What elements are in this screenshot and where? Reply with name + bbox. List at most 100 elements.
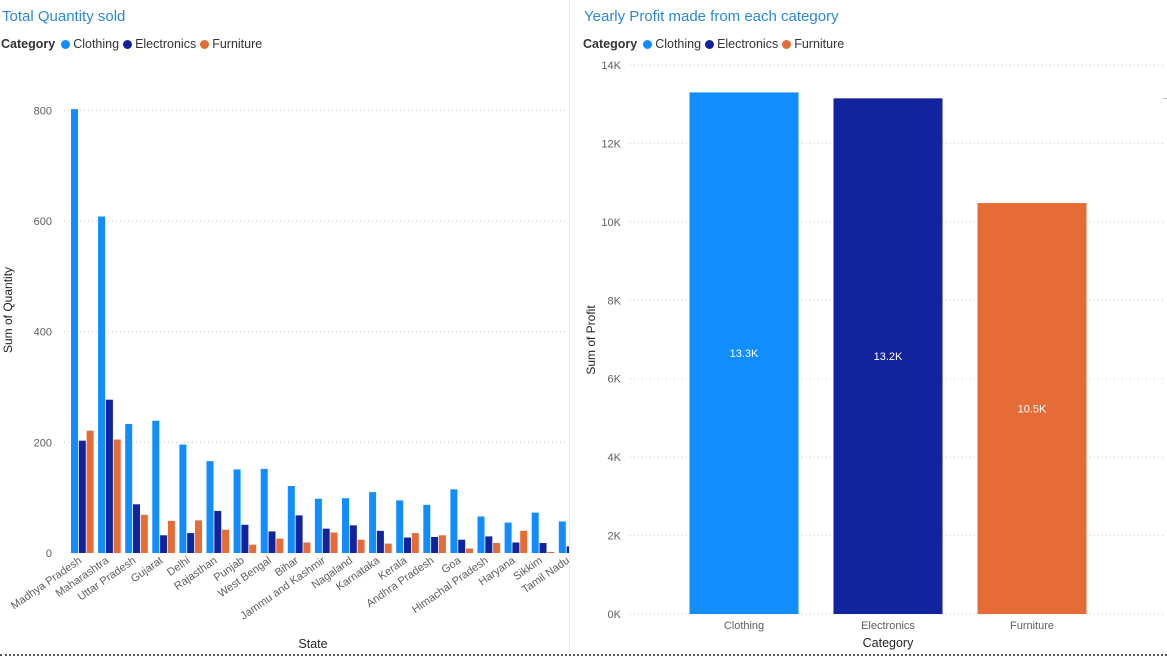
legend-item-furniture[interactable]: Furniture (782, 37, 844, 51)
legend-item-electronics[interactable]: Electronics (705, 37, 778, 51)
data-label: 13.2K (874, 351, 903, 363)
bar-clothing (450, 489, 458, 553)
bar-clothing (531, 512, 539, 553)
legend-marker (123, 39, 133, 49)
bar-furniture (330, 532, 338, 553)
legend-label: Clothing (655, 37, 702, 51)
bar-electronics (566, 546, 569, 553)
bar-clothing (287, 486, 295, 553)
y-axis-title: Sum of Quantity (1, 267, 15, 353)
y-tick-label: 4K (608, 452, 622, 464)
legend-marker (61, 39, 71, 49)
x-tick-label: Electronics (861, 620, 915, 632)
bar-clothing (125, 424, 133, 553)
bar-electronics (539, 543, 547, 553)
bar-furniture (167, 520, 175, 553)
bar-electronics (404, 537, 411, 553)
bar-clothing (504, 522, 512, 553)
bar-clothing (314, 498, 322, 553)
bar-furniture (303, 542, 311, 553)
legend-marker (782, 39, 792, 49)
bar-clothing (179, 444, 187, 553)
legend-item-clothing[interactable]: Clothing (61, 37, 119, 51)
x-tick-label: Clothing (724, 620, 764, 632)
y-tick-label: 0 (46, 548, 52, 560)
bar-clothing (260, 468, 268, 553)
legend-label: Furniture (794, 37, 845, 51)
bar-furniture (384, 543, 392, 553)
bar-clothing (152, 420, 160, 553)
y-tick-label: 6K (608, 374, 622, 386)
bar-clothing (423, 504, 431, 553)
y-axis-title: Sum of Profit (584, 305, 598, 375)
bar-electronics (431, 536, 439, 553)
bottom-divider (0, 654, 1167, 656)
bar-clothing (369, 492, 377, 553)
bar-furniture (357, 539, 365, 553)
x-tick-label: Furniture (1010, 620, 1054, 632)
data-label: 13.3K (730, 348, 759, 360)
y-tick-label: 12K (601, 138, 621, 150)
bar-electronics (78, 440, 86, 553)
legend-title: Category (583, 37, 638, 51)
profit-bar-chart: 0K 2K 4K 6K 8K 10K 12K 14K Sum of Profit Category… (584, 60, 1164, 650)
legend-label: Electronics (717, 37, 779, 51)
y-tick-label: 8K (608, 295, 622, 307)
y-tick-label: 10K (601, 217, 621, 229)
bar-electronics (133, 504, 140, 553)
bar-furniture (276, 538, 284, 553)
bar-clothing (689, 92, 799, 614)
bar-electronics (512, 542, 520, 553)
bar-electronics (485, 536, 493, 553)
legend-label: Furniture (212, 37, 263, 51)
bar-furniture (113, 439, 121, 553)
bar-electronics (187, 533, 195, 553)
y-tick-label: 800 (34, 105, 52, 117)
bar-clothing (98, 216, 106, 553)
y-tick-label: 2K (608, 531, 622, 543)
bar-electronics (160, 535, 168, 553)
bar-furniture (520, 530, 528, 553)
legend-label: Clothing (73, 37, 120, 51)
bar-electronics (214, 510, 222, 553)
legend-title: Category (1, 37, 56, 51)
profit-chart-title: Yearly Profit made from each category (584, 8, 839, 25)
bar-electronics (105, 399, 113, 553)
bar-clothing (477, 516, 485, 553)
data-label: 10.5K (1018, 404, 1047, 416)
legend-label: Electronics (135, 37, 197, 51)
bar-furniture (466, 548, 473, 553)
scroll-edge-marker (1163, 98, 1167, 99)
bar-clothing (71, 109, 78, 554)
bar-electronics (241, 524, 249, 553)
bar-furniture (411, 533, 419, 553)
legend-item-clothing[interactable]: Clothing (643, 37, 701, 51)
y-tick-label: 14K (601, 60, 621, 72)
bar-furniture (195, 520, 202, 553)
bar-furniture (977, 203, 1087, 614)
x-axis-title: State (298, 637, 327, 651)
bar-furniture (86, 430, 94, 553)
bar-electronics (833, 98, 943, 614)
bar-clothing (342, 498, 349, 553)
bar-clothing (558, 521, 566, 553)
bar-furniture (222, 529, 230, 553)
profit-chart-legend: Category Clothing Electronics Furniture (583, 37, 848, 51)
legend-item-furniture[interactable]: Furniture (200, 37, 262, 51)
quantity-chart-visual[interactable]: Total Quantity sold Category Clothing El… (0, 0, 570, 654)
y-tick-label: 600 (34, 216, 52, 228)
legend-item-electronics[interactable]: Electronics (123, 37, 196, 51)
bar-electronics (376, 530, 384, 553)
bar-furniture (249, 544, 257, 553)
y-tick-label: 200 (34, 437, 52, 449)
bar-electronics (349, 525, 357, 553)
bar-furniture (547, 551, 555, 553)
bar-electronics (322, 528, 330, 553)
x-axis-title: Category (863, 636, 914, 650)
bar-furniture (140, 514, 148, 553)
bar-electronics (458, 539, 466, 553)
bar-electronics (295, 515, 303, 553)
profit-chart-visual[interactable]: Yearly Profit made from each category Ca… (574, 0, 1167, 654)
bar-electronics (268, 531, 276, 553)
